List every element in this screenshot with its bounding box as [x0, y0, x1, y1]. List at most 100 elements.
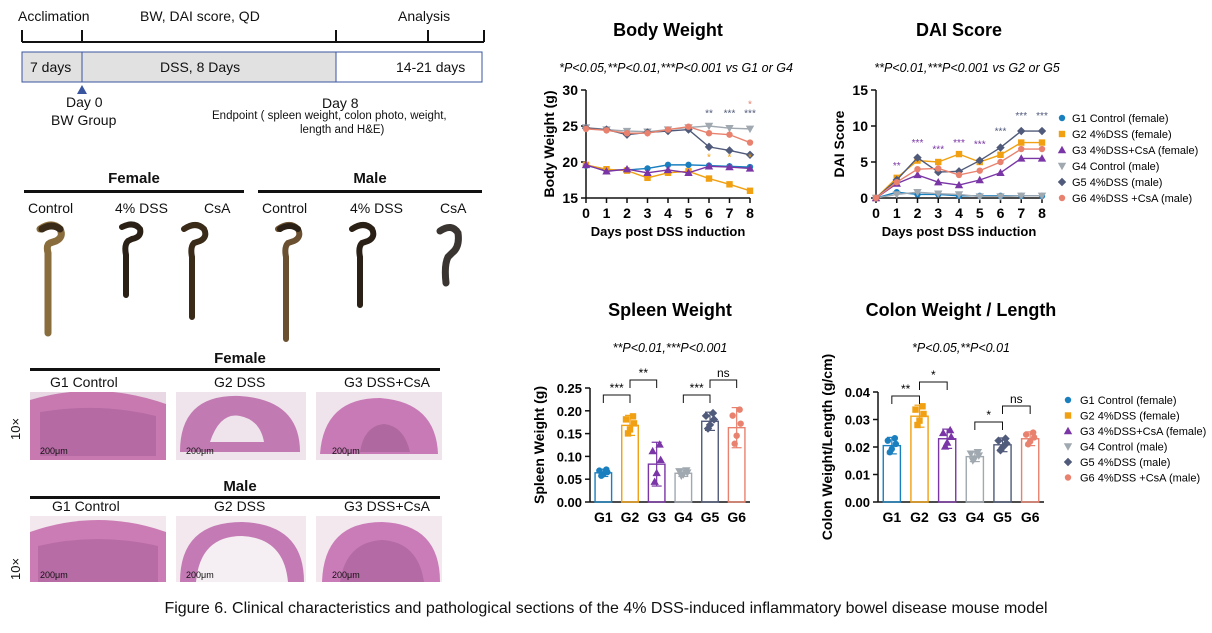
data-point [997, 151, 1004, 158]
histology-group-label: G3 DSS+CsA [344, 498, 430, 514]
legend-label: G1 Control (female) [1080, 395, 1177, 407]
chart-subtitle: *P<0.05,**P<0.01,***P<0.001 vs G1 or G4 [559, 61, 793, 75]
data-point [975, 193, 984, 201]
scale-bar-label: 200μm [332, 446, 360, 456]
x-tick-label: G3 [647, 509, 666, 525]
significance-bracket [919, 381, 948, 390]
data-point [1057, 162, 1067, 171]
data-point [968, 457, 978, 465]
significance-label: * [707, 153, 711, 164]
data-point [1018, 139, 1025, 146]
data-point [684, 168, 693, 176]
data-point [1064, 474, 1072, 481]
bar [701, 420, 719, 503]
data-point [1001, 434, 1010, 443]
histology-group-label: G3 DSS+CsA [344, 374, 430, 390]
data-point [1063, 426, 1073, 435]
data-point [644, 165, 651, 172]
colon-photo-label: Control [262, 200, 308, 216]
data-point [737, 420, 744, 427]
data-point [598, 472, 605, 479]
data-point [701, 411, 711, 421]
y-tick-label: 0.20 [557, 404, 582, 419]
legend-label: G2 4%DSS (female) [1072, 129, 1172, 141]
scale-bar-label: 200μm [186, 570, 214, 580]
data-point [655, 440, 664, 448]
significance-label: *** [912, 138, 924, 149]
x-tick-label: 6 [705, 205, 713, 221]
scale-bar-label: 200μm [40, 570, 68, 580]
significance-label: ** [705, 109, 713, 120]
significance-bracket [629, 379, 658, 388]
histology-group-label: G2 DSS [214, 374, 266, 390]
x-tick-label: G5 [701, 509, 720, 525]
data-point [884, 437, 892, 444]
colon-photos-image [36, 221, 462, 342]
x-tick-label: 4 [664, 205, 672, 221]
data-point [914, 421, 921, 429]
significance-bracket [682, 394, 711, 403]
significance-label: ns [717, 366, 730, 380]
data-point [996, 193, 1005, 201]
data-point [1038, 139, 1046, 146]
significance-bracket [602, 394, 631, 403]
data-point [1057, 145, 1067, 154]
significance-bracket [974, 421, 1003, 430]
data-point [664, 161, 672, 169]
data-point [1064, 412, 1072, 419]
data-point [1064, 396, 1072, 404]
timeline-measures: BW, DAI score, QD [140, 8, 260, 24]
data-point [677, 472, 686, 481]
timeline-box-1421: 14-21 days [396, 59, 466, 75]
legend-label: G4 Control (male) [1072, 161, 1159, 173]
histology-group-label: G1 Control [50, 374, 118, 390]
data-point [626, 426, 634, 433]
significance-label: *** [690, 381, 704, 395]
data-point [1017, 192, 1026, 201]
legend-label: G5 4%DSS (male) [1080, 457, 1170, 469]
data-point [652, 468, 661, 477]
data-point [919, 403, 926, 410]
data-point [893, 178, 900, 186]
data-point [682, 467, 691, 475]
significance-bracket [891, 395, 920, 404]
data-point [1063, 457, 1073, 467]
data-point [709, 415, 719, 424]
data-point [1024, 441, 1032, 448]
data-point [1058, 130, 1066, 138]
data-point [745, 150, 755, 159]
histology-group-label: G1 Control [52, 498, 120, 514]
data-point [708, 408, 718, 418]
data-point [920, 410, 927, 418]
histology-female-heading: Female [214, 350, 266, 367]
data-point [886, 449, 894, 456]
data-point [973, 448, 983, 457]
timeline-day0: Day 0 [66, 94, 103, 110]
x-tick-label: G4 [965, 509, 984, 525]
data-point [1017, 154, 1026, 162]
y-tick-label: 0 [860, 190, 868, 206]
chart-title: Colon Weight / Length [866, 300, 1057, 320]
chart-title: DAI Score [916, 20, 1002, 40]
scale-bar-label: 200μm [332, 570, 360, 580]
data-point [664, 126, 672, 133]
x-tick-label: 4 [955, 205, 963, 221]
y-tick-label: 0.01 [845, 468, 870, 483]
colon-photo-label: CsA [204, 200, 231, 216]
x-tick-label: 8 [746, 205, 754, 221]
data-point [1022, 431, 1030, 438]
data-point [648, 446, 657, 455]
significance-bracket [709, 379, 738, 388]
data-point [1030, 434, 1038, 441]
data-point [622, 165, 632, 173]
x-tick-label: 5 [685, 205, 693, 221]
significance-label: *** [1015, 111, 1027, 122]
timeline-day8: Day 8 [322, 95, 359, 111]
data-point [736, 406, 743, 413]
y-tick-label: 0.00 [557, 495, 582, 510]
significance-label: ** [901, 382, 911, 396]
bar [965, 455, 985, 503]
significance-label: * [986, 408, 991, 422]
legend-label: G4 Control (male) [1080, 442, 1167, 454]
data-point [1037, 154, 1047, 162]
